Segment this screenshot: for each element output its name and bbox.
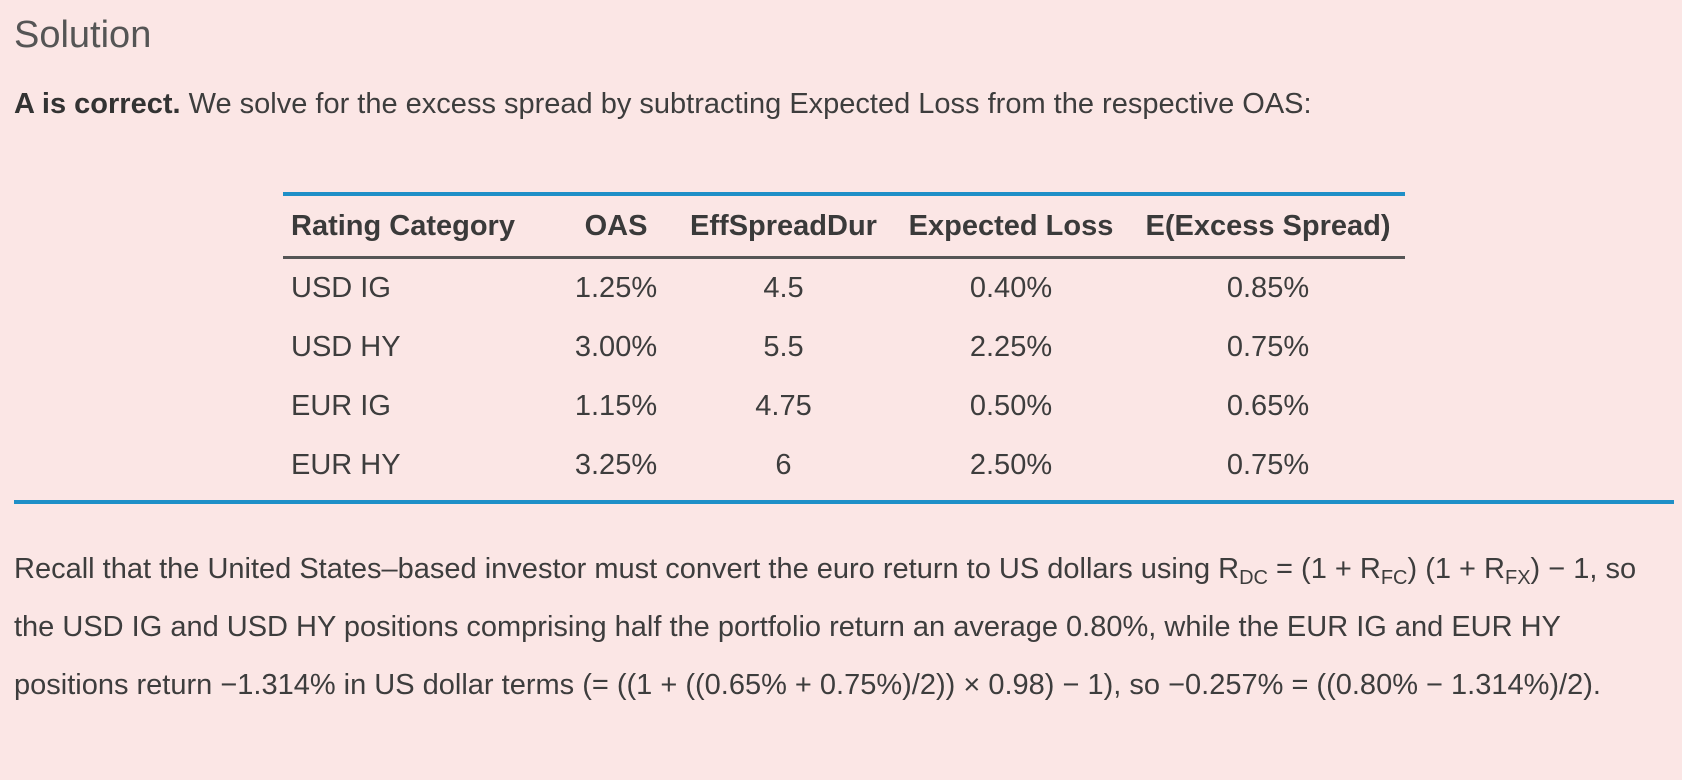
intro-bold-lead: A is correct.: [14, 88, 181, 120]
cell-excess-spread: 0.85%: [1226, 272, 1310, 304]
cell-rating-category: USD IG: [291, 272, 391, 304]
cell-oas: 1.15%: [574, 390, 658, 422]
cell-eff-spread-dur: 4.75: [755, 390, 812, 422]
explanation-text-3: ) (1 + R: [1407, 553, 1505, 585]
cell-oas: 1.25%: [574, 272, 658, 304]
cell-excess-spread: 0.65%: [1226, 390, 1310, 422]
table-row: USD HY 3.00% 5.5 2.25% 0.75%: [283, 318, 1405, 377]
intro-text: We solve for the excess spread by subtra…: [180, 88, 1312, 120]
subscript-fc: FC: [1380, 567, 1408, 589]
cell-rating-category: EUR IG: [291, 390, 391, 422]
cell-expected-loss: 2.25%: [969, 331, 1053, 363]
explanation-text-1: Recall that the United States–based inve…: [14, 553, 1240, 585]
explanation-paragraph: Recall that the United States–based inve…: [14, 540, 1674, 714]
intro-paragraph: A is correct. We solve for the excess sp…: [14, 88, 1312, 121]
table-bottom-rule: [14, 500, 1674, 504]
cell-oas: 3.25%: [574, 449, 658, 481]
table-row: EUR HY 3.25% 6 2.50% 0.75%: [283, 436, 1405, 495]
cell-oas: 3.00%: [574, 331, 658, 363]
table-row: USD IG 1.25% 4.5 0.40% 0.85%: [283, 258, 1405, 319]
explanation-text-4: ) − 1, so the USD IG and USD HY position…: [14, 553, 1637, 701]
column-header-rating-category: Rating Category: [291, 209, 515, 242]
subscript-fx: FX: [1504, 567, 1531, 589]
cell-rating-category: USD HY: [291, 331, 401, 363]
column-header-expected-loss: Expected Loss: [908, 209, 1114, 242]
column-header-oas: OAS: [584, 209, 648, 242]
cell-rating-category: EUR HY: [291, 449, 401, 481]
cell-expected-loss: 2.50%: [969, 449, 1053, 481]
table-row: EUR IG 1.15% 4.75 0.50% 0.65%: [283, 377, 1405, 436]
subscript-dc: DC: [1239, 567, 1268, 589]
cell-excess-spread: 0.75%: [1226, 331, 1310, 363]
explanation-text-2: = (1 + R: [1267, 553, 1381, 585]
column-header-excess-spread: E(Excess Spread): [1145, 209, 1391, 242]
cell-eff-spread-dur: 4.5: [763, 272, 804, 304]
excess-spread-table-wrapper: Rating Category OAS EffSpreadDur Expecte…: [283, 192, 1405, 495]
cell-eff-spread-dur: 5.5: [763, 331, 804, 363]
excess-spread-table: Rating Category OAS EffSpreadDur Expecte…: [283, 192, 1405, 495]
cell-excess-spread: 0.75%: [1226, 449, 1310, 481]
column-header-eff-spread-dur: EffSpreadDur: [690, 209, 877, 242]
table-header-row: Rating Category OAS EffSpreadDur Expecte…: [283, 194, 1405, 258]
cell-expected-loss: 0.50%: [969, 390, 1053, 422]
solution-heading: Solution: [14, 14, 152, 56]
cell-eff-spread-dur: 6: [775, 449, 792, 481]
cell-expected-loss: 0.40%: [969, 272, 1053, 304]
